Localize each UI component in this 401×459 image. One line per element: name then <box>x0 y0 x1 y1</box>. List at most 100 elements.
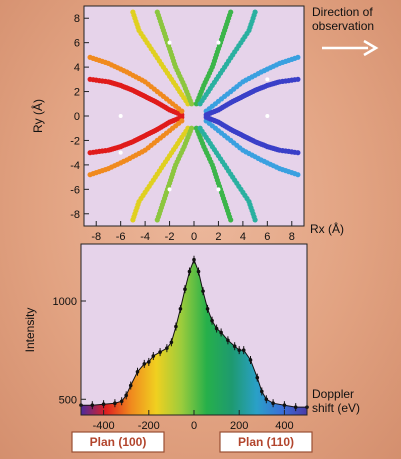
spectrum-point <box>124 393 128 398</box>
trajectory-series-10 <box>197 9 258 107</box>
trajectory-series-13 <box>203 118 301 178</box>
trajectory-series-12 <box>203 54 301 114</box>
white-marker <box>265 114 270 118</box>
x-tick-label: -200 <box>138 420 160 432</box>
observation-note-line-1: Direction of <box>312 5 373 19</box>
trajectory-series-7 <box>154 125 195 223</box>
spectrum-point <box>260 389 264 394</box>
y-tick-label: 6 <box>74 38 80 50</box>
trajectory-series-2 <box>87 54 185 114</box>
doppler-axis-label-line-2: shift (eV) <box>312 401 360 415</box>
doppler-axis-label-line-1: Doppler <box>312 387 354 401</box>
trajectory-series-14 <box>203 76 301 118</box>
arrow-right-icon <box>322 39 379 57</box>
spectrum-point <box>201 289 205 293</box>
y-tick-label: 2 <box>74 87 80 99</box>
spectrum-point <box>147 360 151 364</box>
trajectory-series-0 <box>87 76 185 118</box>
white-marker <box>265 77 270 82</box>
trajectory-chart: -8 -6 -4 -2 0 2 4 6 8 -8 -6 -4 -2 0 2 4 6 8 Rx (Å) Ry (Å… <box>30 5 379 243</box>
white-marker <box>216 40 221 45</box>
trajectory-series-8 <box>193 9 234 107</box>
spectrum-point <box>210 318 214 323</box>
spectrum-point <box>178 307 183 311</box>
spectrum-point <box>165 346 169 350</box>
trajectory-series-6 <box>154 9 195 107</box>
doppler-chart: -400 -200 0 200 400 500 1000 Intensity Dopple… <box>23 243 360 453</box>
spectrum-point <box>187 269 192 274</box>
x-tick-label: 0 <box>191 231 197 243</box>
doppler-y-ticks: 500 1000 <box>53 296 86 406</box>
plan-100-badge: Plan (100) <box>71 431 165 453</box>
trajectory-series <box>87 9 301 223</box>
observation-note: Direction of observation <box>312 5 376 33</box>
y-tick-label: 8 <box>74 13 80 25</box>
trajectory-point <box>295 76 301 82</box>
spectrum-point <box>119 399 124 404</box>
spectrum-point <box>264 397 269 402</box>
x-tick-label: -8 <box>91 231 101 243</box>
y-tick-label: -6 <box>70 184 80 196</box>
x-tick-label: -6 <box>116 231 126 243</box>
spectrum-point <box>113 401 117 406</box>
trajectory-point <box>228 9 234 15</box>
spectrum-point <box>196 269 201 274</box>
spectrum-point <box>241 348 246 352</box>
trajectory-x-ticks: -8 -6 -4 -2 0 2 4 6 8 <box>91 221 295 243</box>
spectrum-point <box>183 287 187 292</box>
trajectory-point <box>252 217 258 223</box>
trajectory-point <box>87 54 93 60</box>
rx-axis-label: Rx (Å) <box>310 221 344 236</box>
y-tick-label: -8 <box>70 209 80 221</box>
spectrum-point <box>205 307 210 311</box>
spectrum-points <box>79 255 309 412</box>
spectrum-point <box>293 405 298 409</box>
plan-110-label: Plan (110) <box>238 435 294 449</box>
spectrum-point <box>237 348 241 352</box>
spectrum-point <box>151 354 156 358</box>
trajectory-point <box>87 150 93 156</box>
trajectory-series-9 <box>193 125 234 223</box>
y-tick-label: 1000 <box>53 296 77 308</box>
y-tick-label: 4 <box>74 62 80 74</box>
white-marker <box>167 187 172 192</box>
trajectory-series-3 <box>87 118 185 178</box>
trajectory-series-5 <box>130 125 191 223</box>
doppler-x-ticks: -400 -200 0 200 400 <box>93 410 294 432</box>
x-tick-label: -2 <box>165 231 175 243</box>
trajectory-point <box>295 54 301 60</box>
trajectory-point <box>154 217 160 223</box>
trajectory-point <box>130 9 136 15</box>
spectrum-point <box>192 257 196 262</box>
y-tick-label: 500 <box>59 394 77 406</box>
y-tick-label: -4 <box>70 160 80 172</box>
white-markers <box>118 40 270 192</box>
intensity-axis-label: Intensity <box>23 308 37 353</box>
x-tick-label: 200 <box>230 420 248 432</box>
trajectory-point <box>87 76 93 82</box>
trajectory-plot-area <box>84 6 304 226</box>
trajectory-series-4 <box>130 9 191 107</box>
spectrum-point <box>271 401 275 406</box>
x-tick-label: 2 <box>215 231 221 243</box>
x-tick-label: 8 <box>289 231 295 243</box>
spectrum-point <box>158 350 162 354</box>
plan-100-label: Plan (100) <box>90 435 147 449</box>
trajectory-point <box>252 9 258 15</box>
plan-110-badge: Plan (110) <box>219 431 313 453</box>
white-marker <box>118 114 123 118</box>
trajectory-point <box>228 217 234 223</box>
x-tick-label: 4 <box>240 231 246 243</box>
x-tick-label: 400 <box>275 420 293 432</box>
spectrum-point <box>142 362 147 366</box>
spectrum-point <box>219 330 223 335</box>
spectrum-point <box>282 403 287 407</box>
observation-note-line-2: observation <box>312 19 374 33</box>
ry-axis-label: Ry (Å) <box>30 99 45 133</box>
x-tick-label: -400 <box>93 420 115 432</box>
spectrum-point <box>248 358 253 362</box>
white-marker <box>167 40 172 45</box>
spectrum-point <box>226 338 230 343</box>
y-tick-label: -2 <box>70 135 80 147</box>
